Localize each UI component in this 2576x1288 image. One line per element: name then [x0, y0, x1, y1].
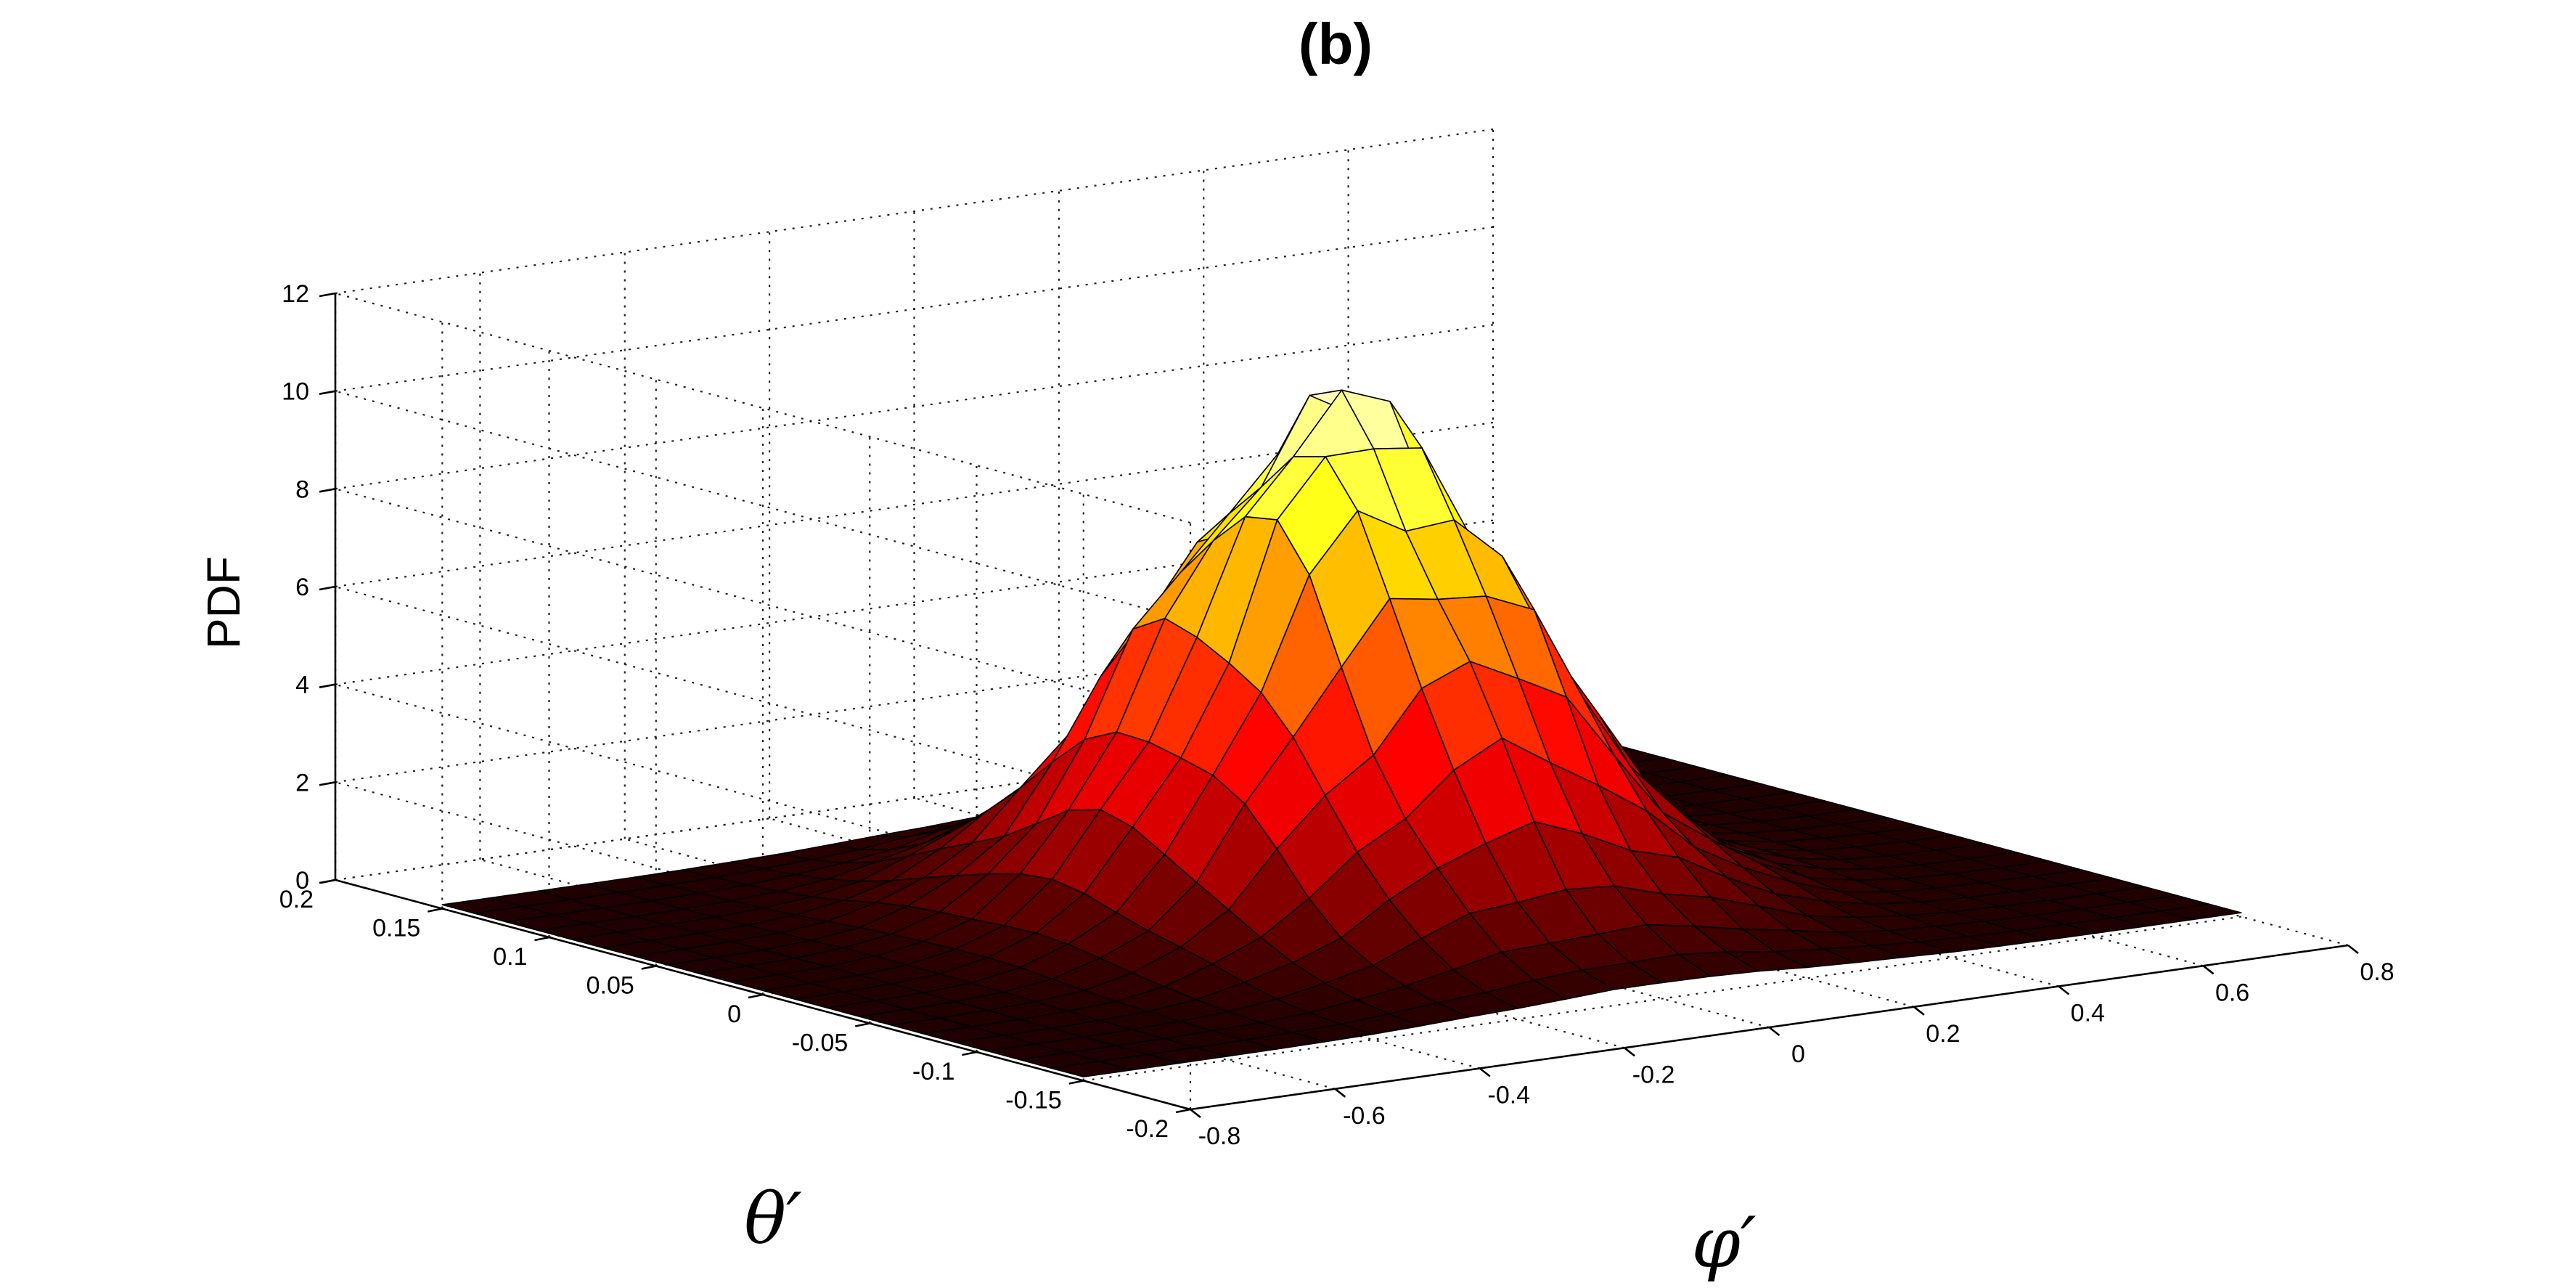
y-tick-label-5: 0.05 — [586, 972, 634, 1000]
x-tick-label-4: 0 — [1791, 1040, 1805, 1068]
z-tick-label-5: 10 — [282, 378, 309, 406]
z-tick-label-3: 6 — [295, 574, 309, 601]
surface-face-23-0 — [2160, 903, 2242, 921]
x-tick-label-7: 0.6 — [2215, 979, 2249, 1006]
grid-line-z-back-3 — [335, 421, 1494, 588]
z-tick-label-4: 8 — [295, 476, 309, 503]
x-tick-label-3: -0.2 — [1632, 1061, 1675, 1088]
x-tick-7 — [2202, 965, 2215, 975]
z-axis-label: PDF — [197, 556, 250, 649]
z-tick-4 — [319, 488, 336, 493]
y-tick-label-2: -0.1 — [912, 1058, 955, 1085]
y-tick-label-6: 0.1 — [493, 943, 527, 971]
x-tick-label-5: 0.2 — [1926, 1020, 1960, 1048]
y-tick-7 — [428, 908, 443, 913]
z-tick-label-6: 12 — [282, 280, 309, 308]
y-tick-label-3: -0.05 — [792, 1030, 849, 1057]
y-tick-2 — [962, 1051, 977, 1056]
grid-line-z-back-4 — [335, 324, 1494, 490]
y-tick-label-8: 0.2 — [279, 886, 314, 913]
z-tick-0 — [319, 879, 336, 884]
grid-line-z-back-6 — [335, 128, 1494, 295]
y-tick-label-7: 0.15 — [372, 915, 420, 942]
y-tick-4 — [748, 993, 764, 999]
x-tick-8 — [2347, 944, 2359, 955]
x-tick-1 — [1334, 1088, 1346, 1098]
x-tick-label-0: -0.8 — [1198, 1122, 1241, 1150]
chart-title: (b) — [1299, 12, 1373, 76]
z-tick-label-2: 4 — [295, 672, 309, 699]
axes — [319, 292, 2359, 1119]
y-tick-label-4: 0 — [727, 1000, 741, 1028]
z-tick-label-0: 0 — [295, 867, 309, 894]
x-tick-0 — [1190, 1108, 1201, 1119]
y-tick-label-1: -0.15 — [1005, 1087, 1062, 1114]
y-tick-label-0: -0.2 — [1126, 1115, 1169, 1143]
z-tick-5 — [319, 390, 336, 395]
x-tick-6 — [2058, 985, 2070, 995]
y-tick-3 — [855, 1022, 870, 1027]
x-tick-5 — [1913, 1006, 1925, 1016]
z-tick-label-1: 2 — [295, 769, 309, 796]
x-tick-label-2: -0.4 — [1488, 1082, 1531, 1109]
x-tick-3 — [1624, 1047, 1635, 1057]
x-tick-label-6: 0.4 — [2071, 1000, 2105, 1027]
x-tick-label-8: 0.8 — [2360, 958, 2394, 986]
z-tick-2 — [319, 683, 336, 688]
x-tick-label-1: -0.6 — [1343, 1102, 1386, 1130]
surface-mesh — [441, 389, 2242, 1077]
y-axis-label: θ′ — [744, 1178, 802, 1260]
grid-line-z-back-2 — [335, 519, 1494, 685]
y-tick-0 — [1175, 1108, 1191, 1114]
x-tick-2 — [1479, 1067, 1491, 1077]
z-tick-1 — [319, 781, 336, 786]
tick-labels: -0.8-0.6-0.4-0.200.20.40.60.8-0.2-0.15-0… — [279, 280, 2395, 1150]
y-tick-1 — [1068, 1080, 1084, 1085]
y-tick-6 — [534, 936, 549, 942]
x-tick-4 — [1768, 1026, 1780, 1037]
grid-line-y-floor-1 — [1083, 916, 2241, 1082]
z-tick-6 — [319, 292, 336, 298]
y-tick-5 — [641, 965, 657, 970]
z-tick-3 — [319, 585, 336, 591]
x-axis-label: φ′ — [1691, 1202, 1756, 1284]
